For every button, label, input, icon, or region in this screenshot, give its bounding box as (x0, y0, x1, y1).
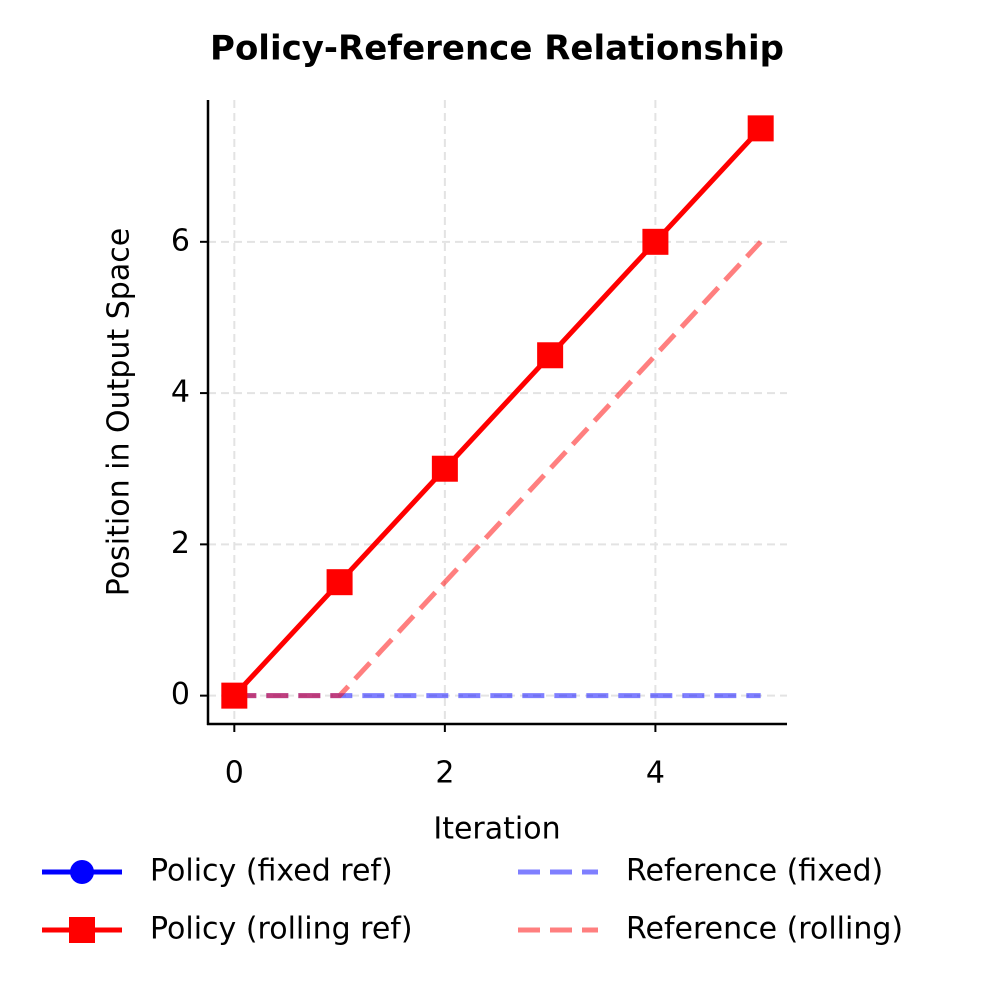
point (537, 342, 564, 369)
y-tick-label: 6 (171, 223, 190, 258)
y-tick-label: 4 (171, 375, 190, 410)
point (326, 569, 353, 596)
y-tick-label: 0 (171, 677, 190, 712)
y-tick-label: 2 (171, 526, 190, 561)
legend-marker (70, 860, 94, 884)
y-axis-label: Position in Output Space (102, 228, 137, 596)
x-axis-label: Iteration (433, 812, 560, 847)
legend-label: Reference (rolling) (626, 912, 903, 947)
legend-label: Reference (fixed) (626, 854, 883, 889)
point (431, 455, 458, 482)
series-line (234, 240, 763, 699)
legend-marker (69, 917, 95, 943)
chart-title: Policy-Reference Relationship (210, 29, 784, 69)
legend-label: Policy (fixed ref) (150, 854, 393, 889)
x-tick-label: 2 (435, 756, 454, 791)
x-tick-label: 4 (646, 756, 665, 791)
series-line (232, 126, 763, 698)
x-tick-label: 0 (225, 756, 244, 791)
legend-label: Policy (rolling ref) (150, 912, 413, 947)
point (642, 228, 669, 255)
point (747, 115, 774, 142)
